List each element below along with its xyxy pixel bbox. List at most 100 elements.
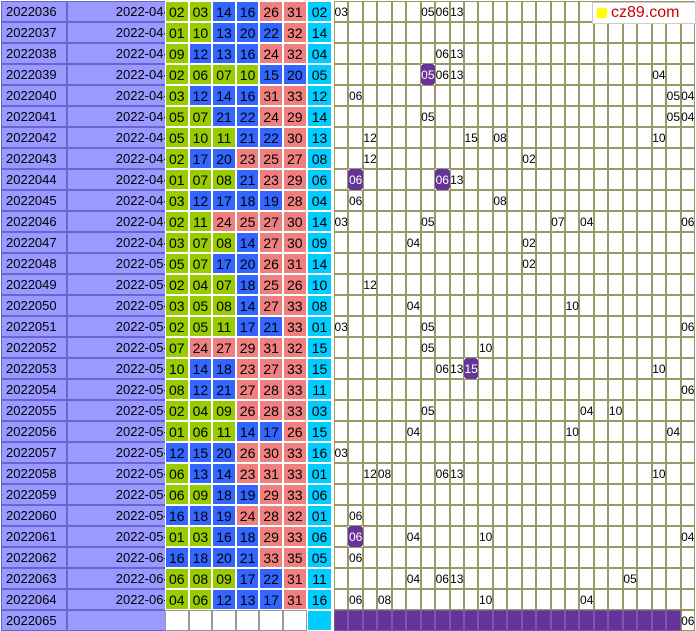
trend-cell — [579, 442, 594, 463]
trend-cell — [406, 169, 421, 190]
blue-ball: 13 — [307, 127, 332, 148]
trend-cell — [449, 148, 464, 169]
trend-cell: 06 — [348, 589, 363, 610]
red-ball: 17 — [212, 190, 236, 211]
trend-cell: 10 — [651, 463, 667, 484]
trend-cell — [420, 253, 436, 274]
red-ball: 24 — [259, 43, 283, 64]
trend-cell — [666, 316, 681, 337]
trend-cell — [406, 379, 421, 400]
trend-cell — [348, 442, 363, 463]
trend-cell — [492, 337, 508, 358]
red-ball: 02 — [165, 211, 189, 232]
trend-cell — [391, 127, 407, 148]
trend-cell — [492, 1, 508, 22]
trend-cell — [492, 148, 508, 169]
red-ball: 29 — [235, 337, 260, 358]
trend-cell — [507, 358, 522, 379]
site-logo[interactable]: cz89.com — [592, 2, 696, 24]
trend-cell — [637, 64, 652, 85]
blue-ball: 04 — [307, 190, 332, 211]
trend-cell — [449, 484, 464, 505]
trend-cell: 04 — [666, 421, 681, 442]
trend-cell — [463, 421, 479, 442]
trend-cell — [565, 253, 580, 274]
red-ball: 27 — [259, 232, 283, 253]
trend-cell — [492, 610, 508, 631]
trend-cell — [334, 610, 349, 631]
trend-cell: 04 — [406, 526, 421, 547]
trend-cell — [507, 232, 522, 253]
issue-number: 2022046 — [1, 211, 67, 232]
trend-cell — [377, 505, 392, 526]
trend-cell — [622, 442, 638, 463]
red-ball: 20 — [235, 22, 260, 43]
trend-cell: 06 — [348, 85, 363, 106]
red-ball: 16 — [235, 85, 260, 106]
trend-cell — [377, 274, 392, 295]
trend-cell: 06 — [435, 64, 450, 85]
trend-cell — [521, 22, 537, 43]
trend-cell — [478, 463, 493, 484]
issue-number: 2022043 — [1, 148, 67, 169]
trend-cell — [435, 610, 450, 631]
trend-cell: 06 — [680, 379, 695, 400]
trend-cell — [608, 274, 623, 295]
trend-cell — [651, 316, 667, 337]
trend-cell — [622, 190, 638, 211]
trend-cell: 05 — [420, 337, 436, 358]
trend-cell — [622, 253, 638, 274]
blue-ball: 05 — [307, 64, 332, 85]
red-ball: 22 — [259, 568, 283, 589]
trend-cell — [463, 379, 479, 400]
trend-cell: 03 — [334, 442, 349, 463]
red-ball: 18 — [188, 505, 213, 526]
trend-cell — [593, 589, 609, 610]
trend-cell — [521, 505, 537, 526]
trend-cell — [637, 337, 652, 358]
trend-cell: 05 — [622, 568, 638, 589]
red-ball: 33 — [283, 463, 307, 484]
trend-cell — [637, 169, 652, 190]
trend-cell: 12 — [362, 274, 378, 295]
red-ball: 28 — [259, 400, 283, 421]
trend-cell — [680, 442, 695, 463]
trend-cell — [565, 274, 580, 295]
issue-number: 2022056 — [1, 421, 67, 442]
red-ball: 20 — [283, 64, 307, 85]
trend-cell — [579, 253, 594, 274]
trend-cell — [622, 64, 638, 85]
trend-cell: 12 — [362, 463, 378, 484]
trend-cell — [362, 589, 378, 610]
red-ball: 07 — [188, 106, 213, 127]
trend-cell — [463, 253, 479, 274]
red-ball: 23 — [235, 148, 260, 169]
trend-cell — [435, 589, 450, 610]
issue-number: 2022044 — [1, 169, 67, 190]
red-ball: 24 — [259, 106, 283, 127]
trend-cell: 08 — [377, 589, 392, 610]
issue-number: 2022047 — [1, 232, 67, 253]
trend-cell — [362, 64, 378, 85]
red-ball: 19 — [259, 190, 283, 211]
trend-cell — [348, 316, 363, 337]
trend-cell — [565, 400, 580, 421]
trend-cell — [593, 400, 609, 421]
trend-cell — [507, 148, 522, 169]
trend-cell — [651, 526, 667, 547]
trend-cell — [507, 526, 522, 547]
trend-cell — [550, 568, 566, 589]
trend-cell — [463, 1, 479, 22]
red-ball: 24 — [235, 505, 260, 526]
trend-cell — [334, 85, 349, 106]
red-ball: 04 — [188, 274, 213, 295]
trend-cell — [362, 169, 378, 190]
trend-cell — [593, 442, 609, 463]
red-ball: 07 — [188, 232, 213, 253]
trend-cell — [565, 85, 580, 106]
trend-cell: 06 — [680, 211, 695, 232]
red-ball: 31 — [283, 1, 307, 22]
trend-cell — [565, 169, 580, 190]
trend-cell — [521, 358, 537, 379]
red-ball: 17 — [259, 589, 283, 610]
